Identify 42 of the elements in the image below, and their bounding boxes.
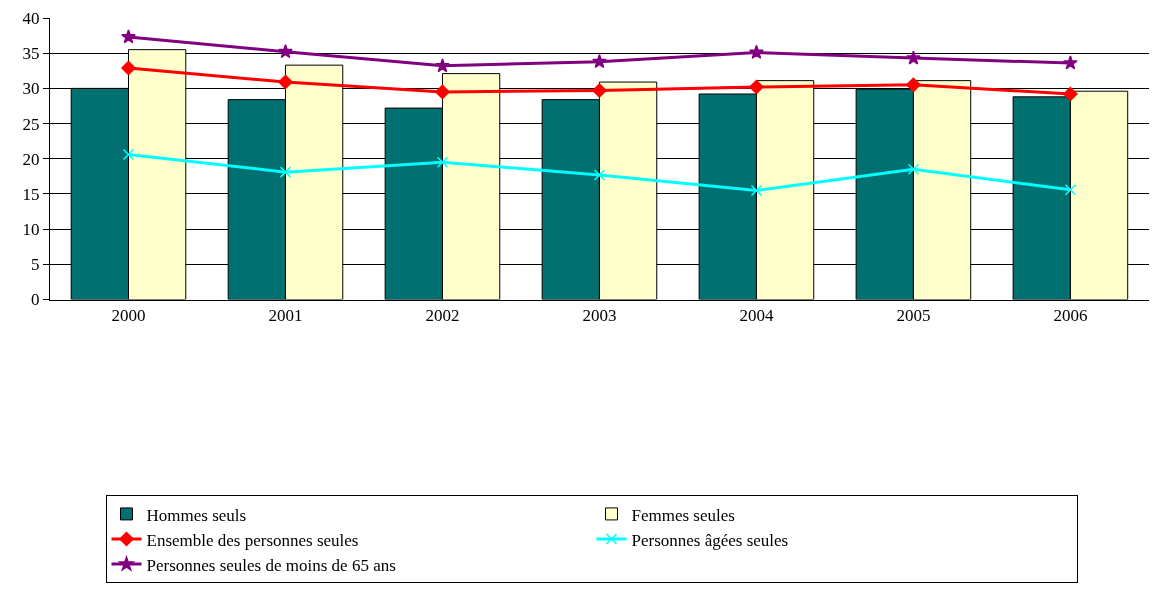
x-tick-label: 2005 — [896, 305, 931, 325]
point — [279, 166, 292, 178]
point — [749, 44, 764, 59]
x-tick-label: 2001 — [268, 305, 303, 325]
point — [121, 29, 136, 44]
point — [906, 50, 921, 65]
legend-label: Hommes seuls — [146, 505, 247, 525]
x-tick-label: 2000 — [111, 305, 146, 325]
point — [750, 184, 763, 197]
x-tick-label: 2006 — [1053, 305, 1088, 325]
y-tick-label: 0 — [31, 290, 40, 310]
point — [278, 44, 293, 59]
y-tick-label: 25 — [22, 114, 40, 134]
y-tick-label: 5 — [31, 255, 40, 275]
legend-label: Femmes seules — [631, 505, 735, 525]
x-tick-label: 2002 — [425, 305, 460, 325]
point — [1063, 86, 1078, 102]
point — [436, 156, 449, 169]
point — [593, 169, 606, 181]
point — [907, 163, 920, 176]
point — [121, 60, 136, 76]
point — [278, 74, 293, 90]
point — [1063, 55, 1078, 70]
x-tick-label: 2004 — [739, 305, 774, 325]
point — [592, 53, 607, 69]
x-tick-label: 2003 — [582, 305, 617, 325]
point — [906, 77, 921, 93]
legend-label: Personnes âgées seules — [631, 530, 789, 550]
point — [122, 148, 135, 161]
point — [592, 83, 607, 98]
point — [1064, 183, 1077, 196]
point — [435, 84, 450, 100]
point — [435, 58, 450, 73]
y-tick-label: 20 — [22, 149, 40, 169]
y-tick-label: 35 — [22, 44, 40, 64]
legend-label: Personnes seules de moins de 65 ans — [146, 555, 396, 575]
y-tick-label: 15 — [22, 184, 40, 204]
y-tick-label: 10 — [22, 220, 40, 240]
y-tick-label: 30 — [22, 79, 40, 99]
point — [749, 79, 764, 95]
y-tick-label: 40 — [22, 8, 40, 28]
legend-label: Ensemble des personnes seules — [146, 530, 359, 550]
